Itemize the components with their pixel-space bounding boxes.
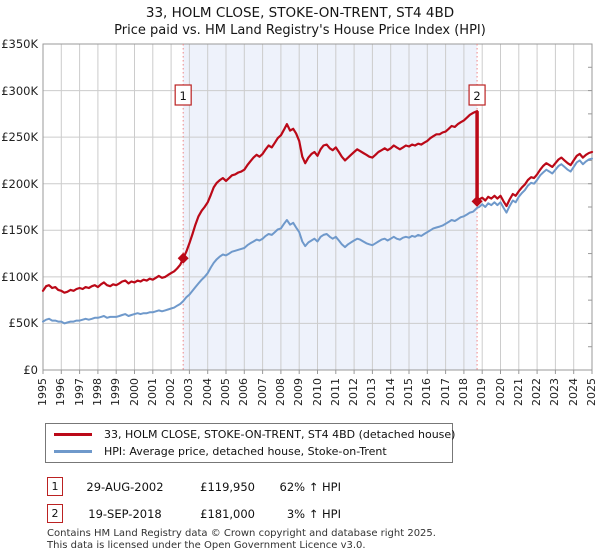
sale-point-diamond (177, 252, 189, 264)
y-axis-label: £150K (1, 223, 38, 238)
sale-number: 1 (180, 89, 187, 103)
x-axis-label: 2020 (493, 378, 507, 406)
y-axis-label: £250K (1, 130, 38, 145)
y-axis-label: £200K (1, 176, 38, 191)
x-axis-label: 2007 (255, 378, 269, 406)
x-axis-label: 2022 (530, 378, 544, 406)
sale-1-price: £119,950 (200, 479, 255, 494)
sale-1-number-box: 1 (47, 477, 63, 496)
page-subtitle: Price paid vs. HM Land Registry's House … (114, 23, 486, 38)
sale-number-box (174, 84, 192, 106)
x-axis-label: 1998 (90, 378, 104, 406)
sale-period-shading (183, 44, 478, 370)
legend-item-price: 33, HOLM CLOSE, STOKE-ON-TRENT, ST4 4BD … (54, 426, 456, 443)
y-axis-label: £50K (8, 316, 39, 331)
x-axis-label: 2009 (292, 378, 306, 406)
sale-point-diamond (471, 195, 483, 207)
hpi-line-swatch (54, 450, 92, 453)
x-axis-label: 2012 (347, 378, 361, 406)
sale-2-number-box: 2 (47, 504, 63, 523)
x-axis-label: 2006 (237, 378, 251, 406)
y-axis-label: £0 (23, 363, 38, 377)
x-axis-label: 2011 (328, 378, 342, 406)
license-footer: Contains HM Land Registry data © Crown c… (47, 528, 436, 551)
x-axis-label: 1995 (36, 378, 49, 406)
x-axis-label: 2004 (200, 378, 214, 406)
price-line-swatch (54, 433, 92, 436)
x-axis-label: 2016 (420, 378, 434, 406)
x-axis-label: 2008 (273, 378, 287, 406)
sale-2-price: £181,000 (200, 506, 255, 521)
sale-annotation-row-1: 1 29-AUG-2002 £119,950 62% ↑ HPI (47, 477, 341, 496)
legend-label-hpi: HPI: Average price, detached house, Stok… (104, 445, 387, 458)
x-axis-label: 2018 (456, 378, 470, 406)
sale-number-box (468, 84, 486, 106)
sale-1-vs-hpi: 62% ↑ HPI (279, 479, 341, 494)
x-axis-label: 1997 (72, 378, 86, 406)
x-axis-label: 2025 (585, 378, 598, 406)
x-axis-label: 2010 (310, 378, 324, 406)
sale-2-vs-hpi: 3% ↑ HPI (286, 506, 341, 521)
x-axis-label: 2019 (475, 378, 489, 406)
x-axis-label: 2005 (219, 378, 232, 406)
x-axis-label: 2023 (548, 378, 562, 406)
footer-line-1: Contains HM Land Registry data © Crown c… (47, 528, 436, 539)
x-axis-label: 2014 (383, 378, 397, 406)
legend-item-hpi: HPI: Average price, detached house, Stok… (54, 443, 452, 460)
y-axis-label: £350K (1, 37, 38, 51)
legend-label-price: 33, HOLM CLOSE, STOKE-ON-TRENT, ST4 4BD … (104, 428, 456, 441)
footer-line-2: This data is licensed under the Open Gov… (47, 539, 366, 551)
x-axis-label: 2021 (511, 378, 525, 406)
sale-annotation-row-2: 2 19-SEP-2018 £181,000 3% ↑ HPI (47, 504, 341, 523)
plot-border (42, 43, 593, 371)
sale-number: 2 (473, 89, 480, 103)
page-title: 33, HOLM CLOSE, STOKE-ON-TRENT, ST4 4BD (145, 5, 455, 21)
legend-box: 33, HOLM CLOSE, STOKE-ON-TRENT, ST4 4BD … (45, 423, 456, 463)
x-axis-label: 2000 (127, 378, 141, 406)
x-axis-label: 1999 (109, 378, 123, 406)
x-axis-label: 2015 (402, 378, 415, 406)
x-axis-label: 2003 (182, 378, 196, 406)
x-axis-label: 2002 (164, 378, 178, 406)
sale-1-date: 29-AUG-2002 (86, 479, 164, 494)
x-axis-label: 2001 (145, 378, 159, 406)
price-paid-line (41, 109, 594, 294)
x-axis-label: 2017 (438, 378, 452, 406)
y-axis-label: £300K (1, 83, 38, 98)
x-axis-label: 1996 (54, 378, 68, 406)
y-axis-label: £100K (1, 269, 38, 284)
x-axis-label: 2024 (566, 378, 580, 406)
hpi-line (42, 157, 593, 325)
sale-2-date: 19-SEP-2018 (88, 506, 162, 521)
x-axis-label: 2013 (365, 378, 379, 406)
